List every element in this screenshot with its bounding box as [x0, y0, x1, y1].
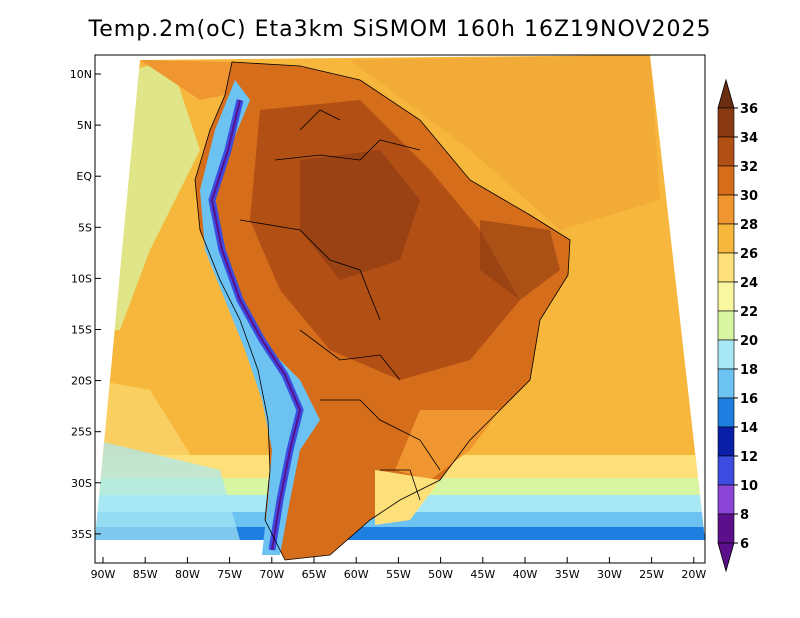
colorbar-label: 24	[740, 276, 758, 291]
colorbar-label: 6	[740, 537, 749, 552]
colorbar-swatch	[717, 513, 735, 544]
colorbar-label: 16	[740, 392, 758, 407]
colorbar-label: 20	[740, 334, 758, 349]
lat-label: EQ	[76, 170, 92, 183]
lon-label: 85W	[133, 568, 158, 581]
colorbar-swatch	[717, 339, 735, 370]
colorbar-swatch	[717, 484, 735, 515]
colorbar-swatch	[717, 223, 735, 254]
colorbar-label: 32	[740, 160, 758, 175]
lon-label: 65W	[302, 568, 327, 581]
colorbar-swatch	[717, 252, 735, 283]
lon-label: 50W	[428, 568, 453, 581]
lon-label: 25W	[639, 568, 664, 581]
south-america-land	[140, 60, 570, 560]
lat-label: 5S	[78, 221, 92, 234]
colorbar-label: 14	[740, 421, 758, 436]
lat-label: 35S	[71, 528, 92, 541]
colorbar-label: 12	[740, 450, 758, 465]
lon-label: 80W	[175, 568, 200, 581]
colorbar-swatch	[717, 455, 735, 486]
lon-label: 20W	[681, 568, 706, 581]
colorbar-label: 18	[740, 363, 758, 378]
colorbar: 36 34 32 30 28 26 24 22 20 18 16 14 12 10 8 6	[717, 78, 758, 573]
lon-label: 35W	[555, 568, 580, 581]
lat-label: 20S	[71, 375, 92, 388]
colorbar-top-arrow	[717, 78, 735, 109]
lat-label: 10N	[70, 68, 92, 81]
lat-label: 25S	[71, 426, 92, 439]
colorbar-label: 28	[740, 218, 758, 233]
colorbar-label: 30	[740, 189, 758, 204]
colorbar-label: 22	[740, 305, 758, 320]
latitude-axis: 10N 5N EQ 5S 10S 15S 20S 25S 30S 35S	[70, 68, 101, 541]
lon-label: 60W	[344, 568, 369, 581]
colorbar-label: 26	[740, 247, 758, 262]
colorbar-swatch	[717, 165, 735, 196]
lat-label: 10S	[71, 272, 92, 285]
colorbar-swatch	[717, 107, 735, 138]
colorbar-swatch	[717, 136, 735, 167]
lat-label: 30S	[71, 477, 92, 490]
lon-label: 55W	[386, 568, 411, 581]
lon-label: 75W	[217, 568, 242, 581]
map-title: Temp.2m(oC) Eta3km SiSMOM 160h 16Z19NOV2…	[88, 17, 712, 42]
colorbar-swatch	[717, 426, 735, 457]
colorbar-swatch	[717, 310, 735, 341]
lon-label: 30W	[597, 568, 622, 581]
colorbar-label: 34	[740, 131, 758, 146]
colorbar-swatch	[717, 194, 735, 225]
longitude-axis: 90W 85W 80W 75W 70W 65W 60W 55W 50W 45W 40W 35W 30W 2…	[91, 557, 706, 581]
lat-label: 5N	[77, 119, 92, 132]
colorbar-swatch	[717, 281, 735, 312]
lon-label: 90W	[91, 568, 116, 581]
colorbar-label: 8	[740, 508, 749, 523]
map-frame	[94, 54, 706, 564]
lon-label: 45W	[470, 568, 495, 581]
lon-label: 40W	[513, 568, 538, 581]
colorbar-label: 36	[740, 102, 758, 117]
colorbar-label: 10	[740, 479, 758, 494]
lon-label: 70W	[259, 568, 284, 581]
lat-label: 15S	[71, 324, 92, 337]
country-borders	[194, 61, 571, 561]
colorbar-swatch	[717, 397, 735, 428]
colorbar-bottom-arrow	[717, 542, 735, 573]
colorbar-swatch	[717, 368, 735, 399]
